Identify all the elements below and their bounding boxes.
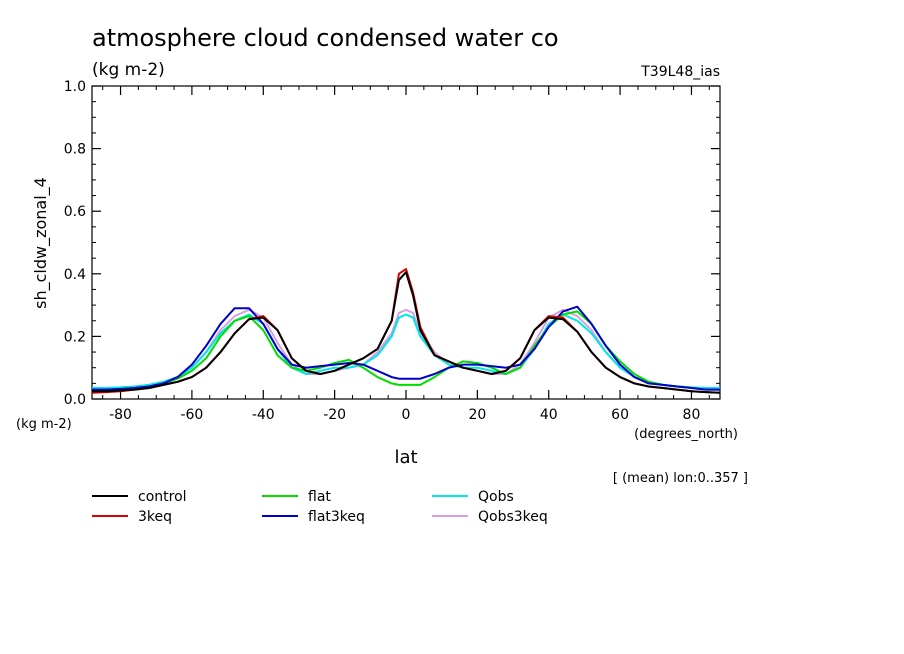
legend-label-flat3keq: flat3keq — [308, 509, 365, 525]
x-axis-minor-ticks — [102, 86, 710, 399]
series-lines — [91, 268, 721, 394]
legend-label-control: control — [138, 489, 187, 505]
y-tick-label: 0.6 — [64, 204, 86, 220]
legend-label-qobs3keq: Qobs3keq — [478, 509, 548, 525]
x-tick-label: 40 — [540, 407, 558, 423]
run-id-label: T39L48_ias — [640, 64, 720, 80]
series-line-flat3keq — [92, 305, 720, 391]
legend: control 3keq flat flat3keq Qobs Qobs3keq — [92, 489, 548, 525]
x-tick-label: 80 — [683, 407, 701, 423]
y-axis-units: (kg m-2) — [16, 417, 72, 432]
chart-units-subtitle: (kg m-2) — [92, 60, 165, 80]
y-axis-minor-ticks — [92, 101, 720, 384]
x-tick-label: -40 — [252, 407, 275, 423]
legend-label-qobs: Qobs — [478, 489, 514, 505]
x-axis-label: lat — [394, 447, 417, 468]
y-tick-label: 0.4 — [64, 267, 86, 283]
x-axis-units: (degrees_north) — [634, 427, 738, 442]
y-axis-label: sh_cldw_zonal_4 — [31, 177, 51, 309]
x-tick-label: -80 — [109, 407, 132, 423]
x-tick-label: -20 — [323, 407, 346, 423]
y-tick-label: 1.0 — [64, 79, 86, 95]
x-tick-label: 60 — [611, 407, 629, 423]
legend-label-3keq: 3keq — [138, 509, 172, 525]
series-line-qobs — [92, 313, 720, 389]
series-line-qobs3keq — [92, 308, 720, 389]
mean-note: [ (mean) lon:0..357 ] — [613, 471, 748, 486]
y-tick-label: 0.8 — [64, 142, 86, 158]
legend-label-flat: flat — [308, 489, 331, 505]
x-tick-label: 0 — [402, 407, 411, 423]
y-tick-label: 0.0 — [64, 392, 86, 408]
x-tick-label: 20 — [468, 407, 486, 423]
plot-frame — [91, 85, 721, 400]
series-line-control — [92, 271, 721, 394]
chart-title: atmosphere cloud condensed water co — [92, 24, 559, 52]
x-tick-label: -60 — [180, 407, 203, 423]
x-axis-ticks: -80 -60 -40 -20 0 20 40 60 80 — [109, 86, 700, 423]
y-axis-ticks: 0.0 0.2 0.4 0.6 0.8 1.0 — [64, 79, 720, 408]
y-tick-label: 0.2 — [64, 329, 86, 345]
